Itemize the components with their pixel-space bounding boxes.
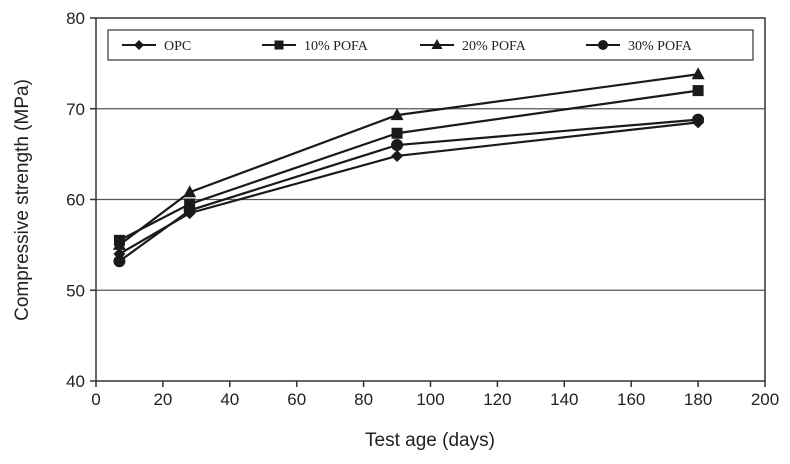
legend-marker-opc [134, 40, 144, 50]
x-tick-label-20: 20 [153, 390, 172, 409]
x-tick-label-160: 160 [617, 390, 645, 409]
y-axis-title: Compressive strength (MPa) [12, 79, 33, 321]
x-tick-label-40: 40 [220, 390, 239, 409]
data-point-20-pofa-28 [183, 185, 197, 198]
y-tick-label-50: 50 [66, 281, 85, 300]
y-tick-label-70: 70 [66, 100, 85, 119]
data-point-30-pofa-28 [183, 204, 196, 217]
series-20-pofa [112, 67, 705, 250]
series-line-opc [118, 121, 699, 255]
y-tick-label-40: 40 [66, 372, 85, 391]
data-point-30-pofa-7 [113, 255, 126, 268]
data-point-20-pofa-180 [691, 67, 705, 80]
x-tick-label-180: 180 [684, 390, 712, 409]
series-line-20-pofa [118, 73, 699, 246]
y-tick-label-60: 60 [66, 191, 85, 210]
data-point-opc-7 [113, 247, 126, 260]
data-point-10-pofa-180 [692, 85, 704, 97]
data-point-20-pofa-90 [390, 108, 404, 121]
legend-marker-30-pofa [598, 40, 608, 50]
legend-label-10-pofa: 10% POFA [304, 39, 369, 54]
axes: 40 50 60 70 80 0 20 40 60 80 100 120 140 160 180 200 [66, 9, 779, 409]
data-point-30-pofa-180 [692, 113, 705, 126]
data-point-20-pofa-7 [112, 237, 126, 250]
x-tick-label-100: 100 [416, 390, 444, 409]
legend-label-20-pofa: 20% POFA [462, 39, 527, 54]
x-tick-label-0: 0 [91, 390, 100, 409]
data-point-30-pofa-90 [391, 139, 404, 152]
legend-label-30-pofa: 30% POFA [628, 39, 693, 54]
x-tick-label-140: 140 [550, 390, 578, 409]
y-tick-label-80: 80 [66, 9, 85, 28]
data-point-10-pofa-28 [184, 198, 196, 210]
series-line-30-pofa [118, 118, 699, 263]
x-tick-label-200: 200 [751, 390, 779, 409]
series-30-pofa [113, 113, 705, 268]
legend-marker-10-pofa [274, 40, 284, 50]
x-tick-label-120: 120 [483, 390, 511, 409]
x-tick-label-80: 80 [354, 390, 373, 409]
data-point-opc-90 [391, 149, 404, 162]
data-series [112, 67, 705, 268]
series-line-10-pofa [118, 89, 699, 242]
legend: OPC 10% POFA 20% POFA 30% POFA [107, 29, 754, 61]
x-tick-label-60: 60 [287, 390, 306, 409]
legend-box [107, 29, 754, 61]
x-axis-title: Test age (days) [365, 430, 495, 451]
legend-label-opc: OPC [164, 39, 191, 54]
grid-lines [96, 108, 765, 291]
data-point-10-pofa-90 [391, 127, 403, 139]
legend-marker-20-pofa [431, 39, 443, 49]
